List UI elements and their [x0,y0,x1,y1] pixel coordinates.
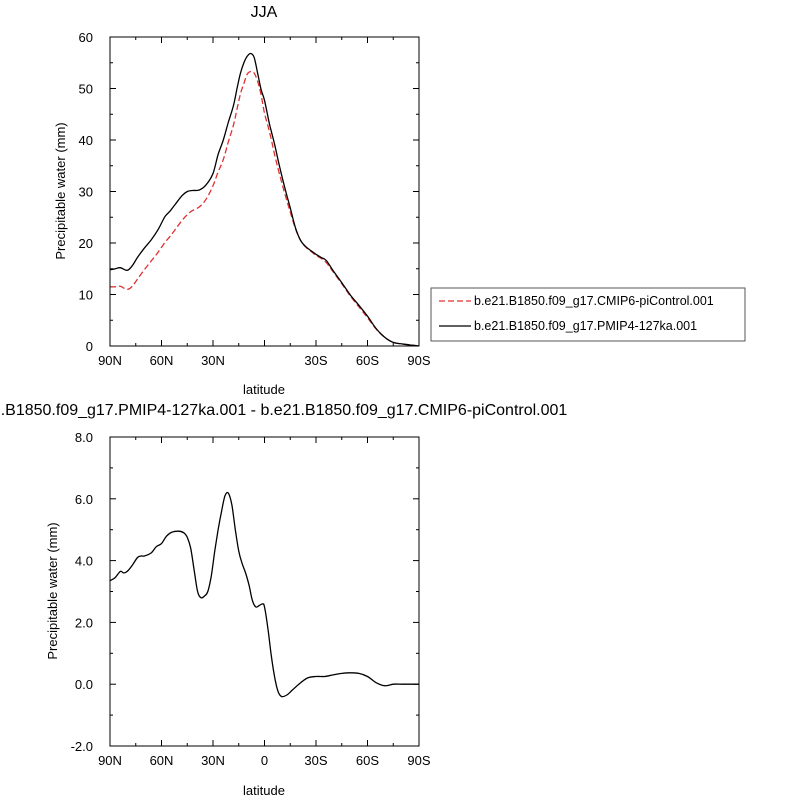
top-y-axis-label: Precipitable water (mm) [53,122,68,259]
top-x-tick-label: 60N [150,353,174,368]
bottom-y-tick-label: -2.0 [71,739,93,754]
bottom-x-tick-label: 60N [150,753,174,768]
bottom-plot-frame [109,436,420,747]
top-y-tick-label: 40 [79,133,93,148]
legend-label-picontrol: b.e21.B1850.f09_g17.CMIP6-piControl.001 [474,294,714,308]
bottom-series-line-0 [109,491,419,698]
top-series-group [109,52,420,347]
top-chart-title: JJA [251,4,278,21]
bottom-x-axis-label: latitude [243,783,285,798]
top-x-tick-label: 30S [304,353,327,368]
bottom-x-tick-label: 60S [356,753,379,768]
bottom-y-tick-label: 8.0 [75,430,93,445]
top-y-tick-label: 50 [79,82,93,97]
bottom-y-tick-label: 0.0 [75,677,93,692]
top-plot-frame [109,36,420,347]
top-y-tick-label: 10 [79,288,93,303]
bottom-x-tick-label: 0 [261,753,268,768]
legend: b.e21.B1850.f09_g17.CMIP6-piControl.001 … [430,287,746,342]
bottom-x-tick-label: 30N [201,753,225,768]
top-x-tick-label: 30N [201,353,225,368]
top-x-tick-label: 60S [356,353,379,368]
legend-label-127ka: b.e21.B1850.f09_g17.PMIP4-127ka.001 [474,319,697,333]
top-x-tick-label: 90S [407,353,430,368]
bottom-x-tick-label: 90S [407,753,430,768]
top-series-line-0 [109,70,420,347]
top-y-tick-label: 30 [79,185,93,200]
bottom-x-tick-label: 30S [304,753,327,768]
bottom-y-tick-label: 2.0 [75,615,93,630]
bottom-panel: b.e21.B1850.f09_g17.PMIP4-127ka.001 - b.… [0,402,567,798]
top-y-tick-label: 0 [86,339,93,354]
bottom-y-axis-label: Precipitable water (mm) [45,522,60,659]
bottom-y-tick-label: 4.0 [75,554,93,569]
top-x-tick-label: 90N [98,353,122,368]
bottom-series-group [109,491,419,698]
bottom-chart-title: b.e21.B1850.f09_g17.PMIP4-127ka.001 - b.… [0,402,567,419]
top-y-tick-label: 20 [79,236,93,251]
bottom-y-tick-label: 6.0 [75,492,93,507]
bottom-x-tick-label: 90N [98,753,122,768]
top-x-axis-label: latitude [243,382,285,397]
bottom-axes-group: 90N 60N 30N 0 30S 60S 90S -2.0 0.0 2.0 4.0 6.0 8.0 [71,430,431,768]
legend-box [430,287,746,342]
top-y-tick-label: 60 [79,30,93,45]
top-series-line-1 [109,52,420,347]
top-panel: JJA 90N 60N 30N 30S 60S 90S 0 10 20 30 40 50 60 lati… [53,4,431,397]
top-axes-group: 90N 60N 30N 30S 60S 90S 0 10 20 30 40 50 60 [79,30,431,368]
